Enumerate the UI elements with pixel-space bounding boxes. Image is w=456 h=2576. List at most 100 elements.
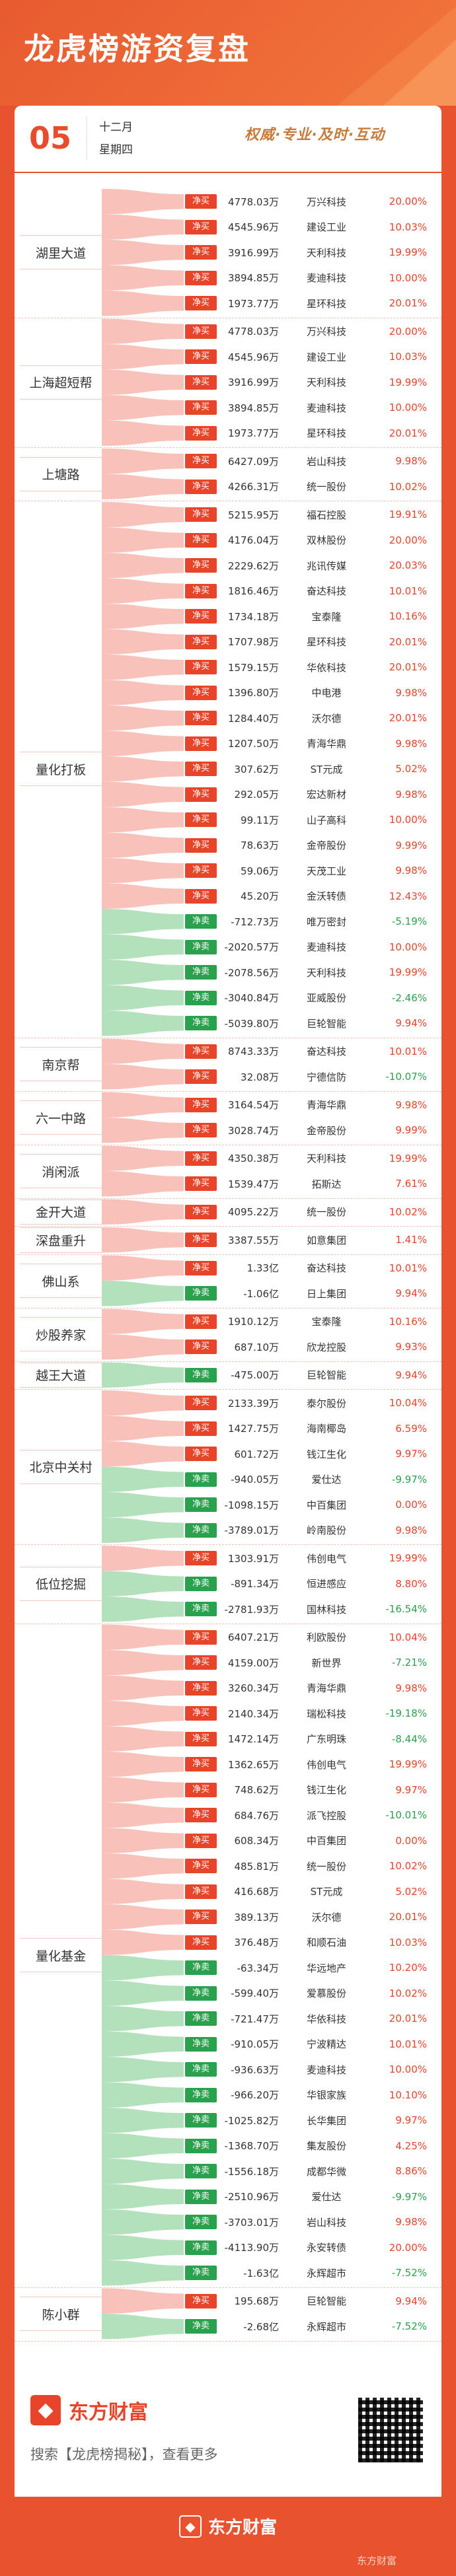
list-item[interactable]: 净买 3916.99万 天利科技 19.99% bbox=[185, 370, 443, 395]
list-item[interactable]: 净买 1427.75万 海南椰岛 6.59% bbox=[185, 1416, 443, 1441]
list-item[interactable]: 净卖 -4113.90万 永安转债 20.00% bbox=[185, 2235, 443, 2260]
list-item[interactable]: 净买 1284.40万 沃尔德 20.01% bbox=[185, 705, 443, 731]
list-item[interactable]: 净卖 -2.68亿 永辉超市 -7.52% bbox=[185, 2314, 443, 2339]
list-item[interactable]: 净买 1579.15万 华依科技 20.01% bbox=[185, 655, 443, 680]
list-item[interactable]: 净买 2133.39万 泰尔股份 10.04% bbox=[185, 1390, 443, 1415]
stock-name[interactable]: 建设工业 bbox=[306, 351, 346, 363]
seat-name[interactable]: 深盘重升 bbox=[20, 1227, 102, 1253]
stock-name[interactable]: ST元成 bbox=[310, 1886, 343, 1898]
stock-name[interactable]: 星环科技 bbox=[306, 297, 346, 310]
list-item[interactable]: 净买 1973.77万 星环科技 20.01% bbox=[185, 291, 443, 316]
list-item[interactable]: 净买 6427.09万 岩山科技 9.98% bbox=[185, 448, 443, 474]
stock-name[interactable]: 中电港 bbox=[311, 687, 342, 699]
stock-name[interactable]: 永辉超市 bbox=[306, 2320, 346, 2333]
stock-name[interactable]: 亚威股份 bbox=[306, 992, 346, 1004]
list-item[interactable]: 净买 485.81万 统一股份 10.02% bbox=[185, 1853, 443, 1878]
stock-name[interactable]: 和顺石油 bbox=[306, 1937, 346, 1949]
seat-name[interactable]: 量化打板 bbox=[20, 752, 102, 787]
list-item[interactable]: 净买 1472.14万 广东明珠 -8.44% bbox=[185, 1727, 443, 1752]
stock-name[interactable]: 泰尔股份 bbox=[306, 1397, 346, 1410]
list-item[interactable]: 净买 1707.98万 星环科技 20.01% bbox=[185, 629, 443, 655]
stock-name[interactable]: ST元成 bbox=[310, 763, 343, 775]
stock-name[interactable]: 利欧股份 bbox=[306, 1631, 346, 1643]
stock-name[interactable]: 国林科技 bbox=[306, 1603, 346, 1616]
stock-name[interactable]: 岭南股份 bbox=[306, 1524, 346, 1536]
list-item[interactable]: 净卖 -2078.56万 天利科技 19.99% bbox=[185, 960, 443, 985]
stock-name[interactable]: 麦迪科技 bbox=[306, 2063, 346, 2076]
list-item[interactable]: 净买 1396.80万 中电港 9.98% bbox=[185, 680, 443, 705]
stock-name[interactable]: 天利科技 bbox=[306, 246, 346, 259]
list-item[interactable]: 净买 1734.18万 宝泰隆 10.16% bbox=[185, 604, 443, 629]
stock-name[interactable]: 钱江生化 bbox=[306, 1784, 346, 1796]
list-item[interactable]: 净买 3260.34万 青海华鼎 9.98% bbox=[185, 1676, 443, 1701]
stock-name[interactable]: 巨轮智能 bbox=[306, 1369, 346, 1381]
stock-name[interactable]: 集友股份 bbox=[306, 2140, 346, 2152]
stock-name[interactable]: 金帝股份 bbox=[306, 1124, 346, 1137]
stock-name[interactable]: 天利科技 bbox=[306, 1153, 346, 1164]
stock-name[interactable]: 爱慕股份 bbox=[306, 1987, 346, 1999]
list-item[interactable]: 净买 3164.54万 青海华鼎 9.98% bbox=[185, 1092, 443, 1118]
list-item[interactable]: 净买 748.62万 钱江生化 9.97% bbox=[185, 1777, 443, 1803]
stock-name[interactable]: 麦迪科技 bbox=[306, 272, 346, 284]
stock-name[interactable]: 青海华鼎 bbox=[306, 738, 346, 750]
stock-name[interactable]: 恒进感应 bbox=[306, 1578, 346, 1590]
stock-name[interactable]: 岩山科技 bbox=[306, 2216, 346, 2229]
seat-name[interactable]: 金开大道 bbox=[20, 1199, 102, 1225]
stock-name[interactable]: 星环科技 bbox=[306, 427, 346, 439]
list-item[interactable]: 净卖 -712.73万 唯万密封 -5.19% bbox=[185, 909, 443, 934]
stock-name[interactable]: 青海华鼎 bbox=[306, 1682, 346, 1694]
stock-name[interactable]: 如意集团 bbox=[306, 1234, 346, 1246]
list-item[interactable]: 净卖 -940.05万 爱仕达 -9.97% bbox=[185, 1467, 443, 1492]
list-item[interactable]: 净买 4266.31万 统一股份 10.02% bbox=[185, 474, 443, 499]
list-item[interactable]: 净买 8743.33万 奋达科技 10.01% bbox=[185, 1039, 443, 1064]
stock-name[interactable]: 双林股份 bbox=[306, 534, 346, 546]
seat-name[interactable]: 量化基金 bbox=[20, 1938, 102, 1972]
seat-name[interactable]: 北京中关村 bbox=[20, 1449, 102, 1484]
list-item[interactable]: 净买 2140.34万 瑞松科技 -19.18% bbox=[185, 1701, 443, 1726]
list-item[interactable]: 净买 4778.03万 万兴科技 20.00% bbox=[185, 319, 443, 344]
stock-name[interactable]: 奋达科技 bbox=[306, 1046, 346, 1057]
list-item[interactable]: 净卖 -3789.01万 岭南股份 9.98% bbox=[185, 1518, 443, 1543]
list-item[interactable]: 净买 59.06万 天茂工业 9.98% bbox=[185, 858, 443, 883]
list-item[interactable]: 净买 601.72万 钱江生化 9.97% bbox=[185, 1441, 443, 1466]
list-item[interactable]: 净买 3028.74万 金帝股份 9.99% bbox=[185, 1118, 443, 1143]
stock-name[interactable]: 伟创电气 bbox=[306, 1758, 346, 1771]
seat-name[interactable]: 陈小群 bbox=[20, 2297, 102, 2331]
stock-name[interactable]: 广东明珠 bbox=[306, 1733, 346, 1745]
list-item[interactable]: 净买 1816.46万 奋达科技 10.01% bbox=[185, 579, 443, 604]
seat-name[interactable]: 越王大道 bbox=[20, 1362, 102, 1388]
stock-name[interactable]: 星环科技 bbox=[306, 636, 346, 648]
stock-name[interactable]: 建设工业 bbox=[306, 221, 346, 233]
list-item[interactable]: 净卖 -1556.18万 成都华微 8.86% bbox=[185, 2159, 443, 2184]
stock-name[interactable]: 瑞松科技 bbox=[306, 1707, 346, 1720]
stock-name[interactable]: 岩山科技 bbox=[306, 455, 346, 468]
list-item[interactable]: 净卖 -5039.80万 巨轮智能 9.94% bbox=[185, 1011, 443, 1036]
stock-name[interactable]: 成都华微 bbox=[306, 2165, 346, 2178]
list-item[interactable]: 净卖 -2781.93万 国林科技 -16.54% bbox=[185, 1596, 443, 1622]
stock-name[interactable]: 万兴科技 bbox=[306, 196, 346, 208]
list-item[interactable]: 净卖 -1.63亿 永辉超市 -7.52% bbox=[185, 2260, 443, 2285]
list-item[interactable]: 净卖 -599.40万 爱慕股份 10.02% bbox=[185, 1981, 443, 2006]
seat-name[interactable]: 佛山系 bbox=[20, 1264, 102, 1298]
list-item[interactable]: 净买 1.33亿 奋达科技 10.01% bbox=[185, 1256, 443, 1281]
stock-name[interactable]: 麦迪科技 bbox=[306, 941, 346, 953]
stock-name[interactable]: 山子高科 bbox=[306, 814, 346, 826]
list-item[interactable]: 净卖 -966.20万 华银家族 10.10% bbox=[185, 2083, 443, 2108]
stock-name[interactable]: 宁波精达 bbox=[306, 2038, 346, 2050]
search-hint[interactable]: 搜索【龙虎榜揭秘】，查看更多 bbox=[30, 2447, 218, 2462]
list-item[interactable]: 净买 1303.91万 伟创电气 19.99% bbox=[185, 1546, 443, 1571]
stock-name[interactable]: 新世界 bbox=[311, 1657, 342, 1669]
list-item[interactable]: 净卖 -3040.84万 亚威股份 -2.46% bbox=[185, 985, 443, 1011]
stock-name[interactable]: 天利科技 bbox=[306, 966, 346, 979]
seat-name[interactable]: 上海超短帮 bbox=[20, 365, 102, 400]
seat-name[interactable]: 南京帮 bbox=[20, 1047, 102, 1081]
list-item[interactable]: 净买 376.48万 和顺石油 10.03% bbox=[185, 1930, 443, 1955]
stock-name[interactable]: 钱江生化 bbox=[306, 1448, 346, 1460]
stock-name[interactable]: 万兴科技 bbox=[306, 326, 346, 338]
stock-name[interactable]: 青海华鼎 bbox=[306, 1099, 346, 1111]
stock-name[interactable]: 拓斯达 bbox=[311, 1178, 342, 1190]
list-item[interactable]: 净买 1362.65万 伟创电气 19.99% bbox=[185, 1752, 443, 1777]
list-item[interactable]: 净卖 -1.06亿 日上集团 9.94% bbox=[185, 1281, 443, 1306]
list-item[interactable]: 净买 4095.22万 统一股份 10.02% bbox=[185, 1199, 443, 1225]
seat-name[interactable]: 上塘路 bbox=[20, 456, 102, 491]
